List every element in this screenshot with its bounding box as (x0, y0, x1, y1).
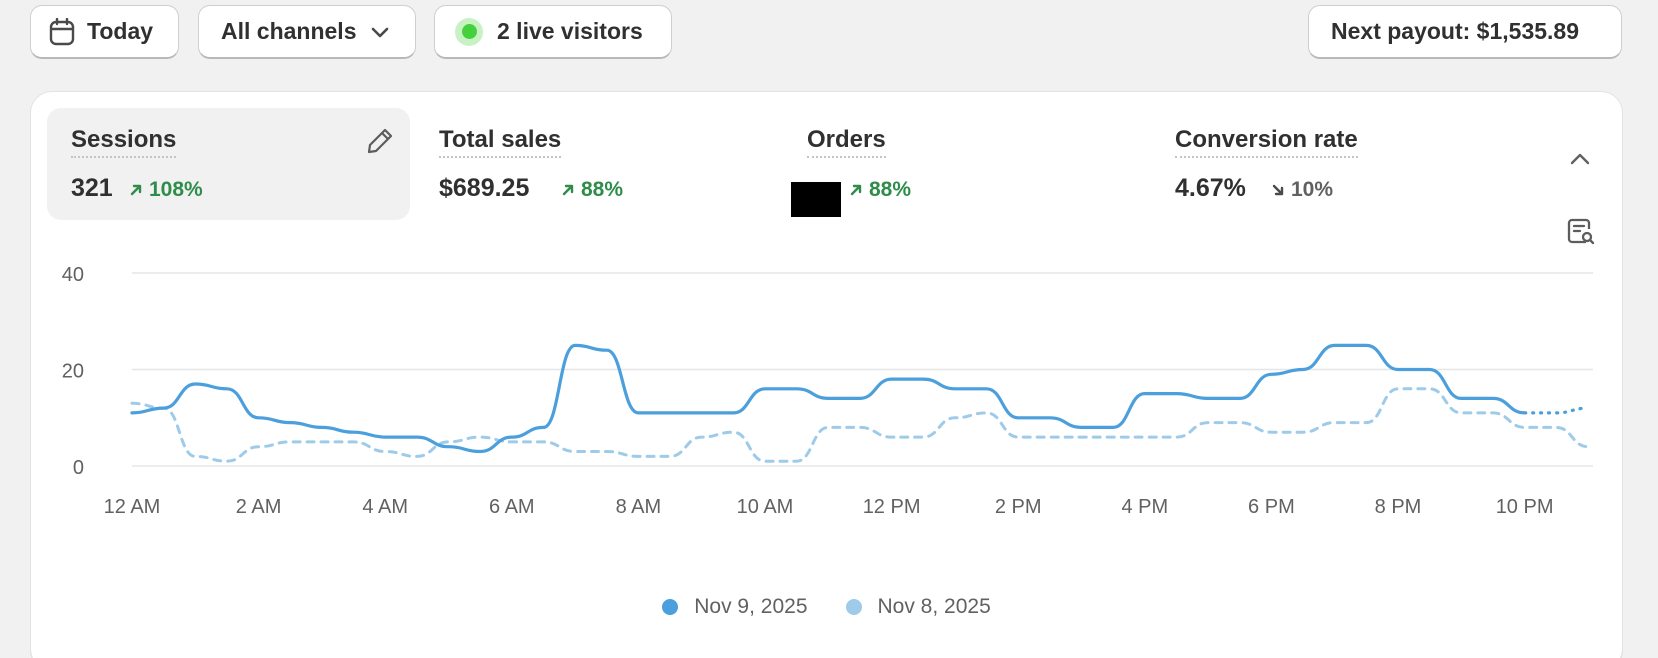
legend-dot (662, 599, 679, 615)
x-tick-label: 8 PM (1375, 496, 1422, 518)
y-tick-label: 40 (62, 264, 84, 286)
metric-conversion-rate[interactable]: Conversion rate 4.67% 10% (1151, 108, 1491, 220)
metric-delta-value: 10% (1291, 178, 1334, 201)
date-range-button[interactable]: Today (30, 5, 179, 59)
x-tick-label: 12 PM (863, 496, 921, 518)
chart-legend: Nov 9, 2025 Nov 8, 2025 (31, 595, 1622, 619)
x-tick-label: 4 PM (1121, 496, 1168, 518)
metric-delta-value: 88% (581, 178, 624, 201)
sessions-line-chart: 0 20 40 12 AM 2 AM 4 AM 6 AM 8 AM 10 AM 12 PM 2 PM… (62, 264, 1593, 518)
live-visitors-button[interactable]: 2 live visitors (434, 5, 672, 59)
live-indicator-icon (455, 17, 483, 46)
analytics-card: Sessions 321 108% Total sales $689.25 88… (30, 91, 1623, 658)
legend-item-previous[interactable]: Nov 8, 2025 (845, 595, 991, 619)
chevron-up-icon[interactable] (1563, 142, 1597, 176)
metric-orders[interactable]: Orders 88% (783, 108, 1123, 220)
metric-label: Sessions (71, 126, 177, 158)
metric-delta: 88% (561, 178, 623, 202)
metric-delta: 10% (1271, 178, 1333, 202)
metric-value: $689.25 (439, 174, 530, 202)
x-tick-label: 10 PM (1496, 496, 1554, 518)
channel-select-label: All channels (221, 18, 357, 44)
metric-label: Total sales (439, 126, 562, 158)
metric-label: Conversion rate (1175, 126, 1358, 158)
x-tick-label: 4 AM (362, 496, 408, 518)
next-payout-button[interactable]: Next payout: $1,535.89 (1308, 5, 1622, 59)
arrow-up-right-icon (562, 184, 574, 196)
legend-item-current[interactable]: Nov 9, 2025 (662, 595, 808, 619)
metric-delta: 108% (129, 178, 203, 202)
metric-sessions[interactable]: Sessions 321 108% (47, 108, 410, 220)
series-line-current-projection (1523, 406, 1590, 415)
chevron-down-icon (370, 25, 390, 39)
date-range-label: Today (87, 18, 154, 44)
metric-label: Orders (807, 126, 886, 158)
arrow-up-right-icon (130, 184, 142, 196)
x-tick-label: 10 AM (737, 496, 794, 518)
metric-delta-value: 88% (869, 178, 912, 201)
series-line-current (130, 343, 1527, 454)
next-payout-label: Next payout: $1,535.89 (1331, 18, 1580, 44)
live-visitors-label: 2 live visitors (497, 18, 643, 44)
x-tick-label: 6 PM (1248, 496, 1295, 518)
metric-value: 321 (71, 174, 113, 202)
pencil-icon[interactable] (365, 126, 395, 156)
arrow-up-right-icon (850, 184, 862, 196)
y-tick-label: 0 (73, 457, 84, 479)
legend-label: Nov 9, 2025 (694, 595, 808, 618)
x-tick-label: 6 AM (489, 496, 535, 518)
redacted-value (791, 182, 841, 217)
series-line-previous (130, 387, 1590, 463)
x-tick-label: 12 AM (104, 496, 161, 518)
x-tick-label: 8 AM (616, 496, 662, 518)
metric-total-sales[interactable]: Total sales $689.25 88% (415, 108, 755, 220)
metric-delta-value: 108% (149, 178, 203, 201)
x-tick-label: 2 PM (995, 496, 1042, 518)
metric-delta: 88% (849, 178, 911, 202)
calendar-icon (49, 17, 75, 46)
legend-label: Nov 8, 2025 (877, 595, 991, 618)
y-tick-label: 20 (62, 361, 84, 383)
arrow-down-right-icon (1272, 184, 1284, 196)
channel-select[interactable]: All channels (198, 5, 416, 59)
x-tick-label: 2 AM (236, 496, 282, 518)
legend-dot (845, 599, 862, 615)
metric-value: 4.67% (1175, 174, 1246, 202)
report-search-icon[interactable] (1563, 214, 1599, 250)
